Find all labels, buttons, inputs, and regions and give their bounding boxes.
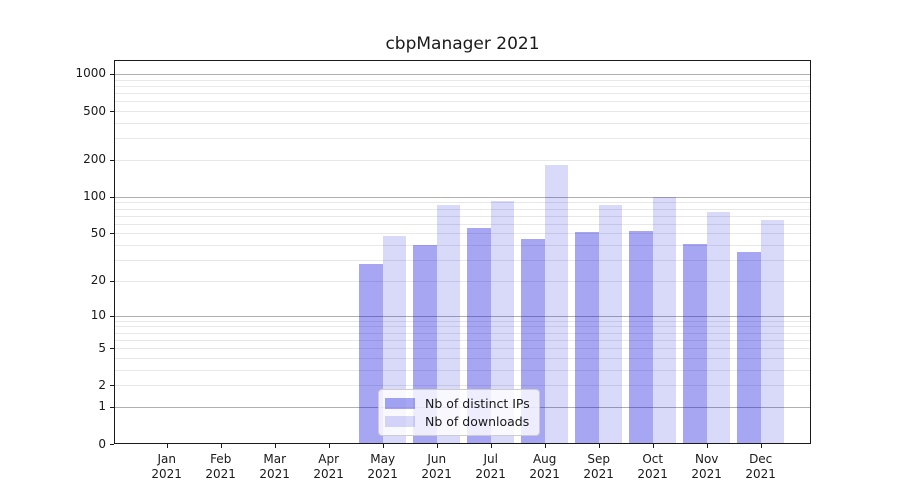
- x-tick-label: Mar 2021: [259, 452, 290, 481]
- y-gridline-minor: [115, 111, 811, 112]
- y-gridline-minor: [115, 348, 811, 349]
- y-tick-mark: [110, 111, 114, 112]
- bar-downloads: [436, 205, 461, 443]
- bar-distinct-ips: [629, 231, 653, 443]
- y-gridline-minor: [115, 369, 811, 371]
- y-gridline-minor: [115, 223, 811, 225]
- legend: Nb of distinct IPs Nb of downloads: [378, 389, 540, 436]
- x-tick-label: Feb 2021: [205, 452, 236, 481]
- legend-swatch-distinct-ips: [385, 397, 415, 409]
- y-tick-mark: [110, 73, 114, 75]
- y-tick-mark: [110, 406, 114, 408]
- y-gridline-minor: [115, 233, 811, 235]
- x-tick-label: Nov 2021: [691, 452, 722, 481]
- bar-downloads: [706, 212, 731, 443]
- x-tick-mark: [166, 444, 168, 448]
- bar-downloads: [760, 220, 785, 443]
- bar-distinct-ips: [683, 243, 707, 443]
- y-tick-label: 20: [90, 273, 106, 288]
- bar-distinct-ips: [737, 252, 761, 443]
- y-gridline-minor: [115, 122, 811, 124]
- x-tick-label: Jun 2021: [421, 452, 452, 481]
- y-gridline-major: [115, 73, 811, 75]
- bar-distinct-ips: [359, 263, 383, 443]
- x-tick-mark: [544, 444, 546, 448]
- y-gridline-major: [115, 196, 811, 198]
- y-gridline-minor: [115, 202, 811, 204]
- x-tick-label: May 2021: [367, 452, 398, 481]
- x-tick-mark: [652, 444, 654, 448]
- bar-downloads: [490, 201, 515, 443]
- bar-downloads: [544, 164, 569, 443]
- x-tick-mark: [274, 444, 276, 448]
- y-tick-label: 500: [83, 103, 106, 118]
- x-tick-label: Sep 2021: [583, 452, 614, 481]
- x-tick-label: Jan 2021: [151, 452, 182, 481]
- y-gridline-minor: [115, 245, 811, 247]
- plot-border: [114, 60, 811, 444]
- y-gridline-minor: [115, 332, 811, 334]
- bar-downloads: [598, 204, 623, 443]
- x-tick-mark: [328, 444, 330, 448]
- y-gridline-minor: [115, 85, 811, 87]
- x-tick-label: Dec 2021: [745, 452, 776, 481]
- y-gridline-minor: [115, 385, 811, 387]
- y-tick-label: 1: [98, 399, 106, 414]
- bar-distinct-ips: [575, 232, 599, 443]
- y-gridline-minor: [115, 208, 811, 210]
- x-tick-label: Aug 2021: [529, 452, 560, 481]
- y-gridline-minor: [115, 339, 811, 341]
- y-tick-label: 200: [83, 152, 106, 167]
- y-gridline-minor: [115, 215, 811, 217]
- y-gridline-minor: [115, 138, 811, 140]
- y-gridline-minor: [115, 326, 811, 328]
- y-tick-label: 1000: [75, 66, 106, 81]
- y-tick-mark: [110, 233, 114, 235]
- x-tick-mark: [436, 444, 438, 448]
- y-tick-label: 100: [83, 189, 106, 204]
- y-tick-mark: [110, 159, 114, 161]
- x-tick-mark: [760, 444, 762, 448]
- x-tick-label: Oct 2021: [637, 452, 668, 481]
- x-tick-mark: [382, 444, 384, 448]
- y-gridline-minor: [115, 101, 811, 103]
- y-tick-mark: [110, 196, 114, 198]
- y-gridline-minor: [115, 79, 811, 81]
- y-gridline-minor: [115, 320, 811, 322]
- x-tick-mark: [706, 444, 708, 448]
- x-tick-label: Jul 2021: [475, 452, 506, 481]
- y-gridline-minor: [115, 357, 811, 359]
- y-gridline-minor: [115, 93, 811, 94]
- y-tick-mark: [110, 385, 114, 387]
- x-tick-mark: [598, 444, 600, 448]
- y-tick-label: 0: [98, 436, 106, 451]
- y-gridline-minor: [115, 280, 811, 282]
- y-tick-mark: [110, 315, 114, 317]
- y-tick-mark: [110, 348, 114, 349]
- legend-item-downloads: Nb of downloads: [385, 412, 530, 430]
- y-gridline-minor: [115, 260, 811, 262]
- y-tick-mark: [110, 280, 114, 282]
- y-tick-label: 2: [98, 377, 106, 392]
- legend-item-ips: Nb of distinct IPs: [385, 394, 530, 412]
- y-tick-mark: [110, 444, 114, 445]
- legend-swatch-downloads: [385, 415, 415, 427]
- y-gridline-major: [115, 315, 811, 317]
- y-tick-label: 10: [90, 308, 106, 323]
- y-gridline-minor: [115, 159, 811, 161]
- x-tick-mark: [490, 444, 492, 448]
- bar-downloads: [652, 196, 677, 443]
- x-tick-mark: [220, 444, 222, 448]
- y-tick-label: 50: [90, 225, 106, 240]
- chart-title: cbpManager 2021: [385, 34, 540, 54]
- y-tick-label: 5: [98, 340, 106, 355]
- x-tick-label: Apr 2021: [313, 452, 344, 481]
- legend-label-distinct-ips: Nb of distinct IPs: [425, 395, 530, 411]
- legend-label-downloads: Nb of downloads: [425, 413, 530, 429]
